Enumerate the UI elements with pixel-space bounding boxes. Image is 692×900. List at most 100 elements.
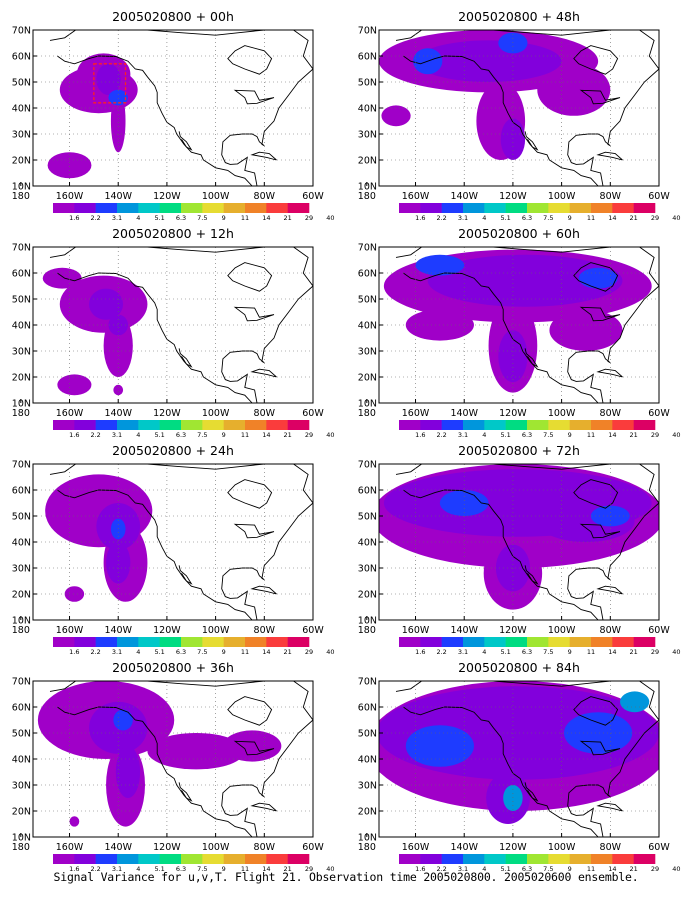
great-lakes-outline — [579, 523, 621, 539]
colorbar-swatch — [505, 854, 528, 864]
variance-blob — [110, 89, 126, 153]
colorbar-swatch — [53, 203, 75, 213]
hudson-bay-outline — [227, 262, 273, 292]
east-coastline — [395, 30, 659, 186]
y-tick-label: 20N — [358, 807, 377, 818]
x-tick-label: 120W — [153, 625, 181, 636]
colorbar-label: 14 — [262, 431, 270, 439]
colorbar-label: 9 — [222, 431, 226, 439]
east-coastline — [49, 30, 313, 186]
variance-blob — [405, 725, 474, 767]
colorbar-swatch — [95, 420, 118, 430]
variance-blob — [564, 712, 633, 754]
colorbar-swatch — [612, 637, 634, 647]
x-tick-label: 120W — [153, 842, 181, 853]
colorbar-swatch — [420, 637, 442, 647]
colorbar-label: 2.2 — [90, 865, 100, 873]
x-tick-label: 140W — [450, 842, 478, 853]
colorbar-label: 1.6 — [415, 431, 425, 439]
gulf-coastline — [178, 565, 193, 585]
colorbar-label: 40 — [672, 648, 680, 656]
y-tick-label: 50N — [12, 512, 31, 523]
colorbar-label: 7.5 — [543, 865, 553, 873]
variance-blob — [64, 586, 85, 602]
y-tick-label: 30N — [12, 564, 31, 575]
y-tick-label: 50N — [358, 78, 377, 89]
colorbar-swatch — [591, 203, 613, 213]
colorbar-swatch — [266, 420, 288, 430]
panel-title: 2005020800 + 00h — [112, 9, 234, 24]
cuba-outline — [250, 585, 277, 595]
east-coastline — [49, 247, 313, 403]
panel-content — [379, 681, 659, 837]
panel-content — [33, 681, 313, 837]
colorbar-label: 9 — [568, 865, 572, 873]
map-panel: 180 160W 140W 120W 100W 80W 60W 10N 20N 30N 40N 50N… — [12, 660, 335, 873]
y-tick-label: 70N — [358, 677, 377, 688]
y-tick-label: 10N — [12, 616, 31, 627]
panel-title: 2005020800 + 36h — [112, 660, 234, 675]
colorbar-label: 7.5 — [543, 431, 553, 439]
x-tick-label: 100W — [202, 842, 230, 853]
variance-blob — [42, 267, 82, 289]
colorbar-label: 3.1 — [458, 214, 468, 222]
x-tick-label: 180 — [12, 625, 30, 636]
colorbar-swatch — [159, 420, 182, 430]
x-tick-label: 60W — [648, 191, 670, 202]
y-tick-label: 20N — [12, 590, 31, 601]
x-tick-label: 180 — [358, 842, 376, 853]
y-tick-label: 50N — [358, 512, 377, 523]
east-coastline — [49, 464, 313, 620]
y-tick-label: 30N — [12, 781, 31, 792]
x-tick-label: 60W — [648, 842, 670, 853]
variance-blob — [498, 330, 528, 383]
colorbar-label: 9 — [568, 431, 572, 439]
colorbar-swatch — [74, 854, 96, 864]
colorbar-label: 6.3 — [176, 865, 186, 873]
colorbar-swatch — [463, 854, 485, 864]
cuba-outline — [250, 802, 277, 812]
colorbar-label: 5.1 — [154, 431, 164, 439]
colorbar-label: 9 — [568, 214, 572, 222]
x-tick-label: 180 — [358, 408, 376, 419]
cuba-outline — [596, 368, 623, 378]
colorbar-swatch — [117, 854, 139, 864]
colorbar-swatch — [181, 420, 203, 430]
x-tick-label: 180 — [12, 842, 30, 853]
east-coastline — [395, 681, 659, 837]
y-tick-label: 60N — [12, 52, 31, 63]
colorbar-swatch — [505, 637, 528, 647]
x-tick-label: 160W — [402, 625, 430, 636]
colorbar-label: 40 — [326, 865, 334, 873]
colorbar-label: 3.1 — [458, 431, 468, 439]
colorbar-label: 29 — [305, 431, 313, 439]
variance-blob — [222, 730, 282, 762]
colorbar-swatch — [74, 420, 96, 430]
colorbar-label: 3.1 — [458, 865, 468, 873]
colorbar-label: 40 — [326, 648, 334, 656]
y-tick-label: 20N — [12, 807, 31, 818]
colorbar-swatch — [441, 854, 464, 864]
colorbar-label: 5.1 — [500, 865, 510, 873]
figure-caption: Signal Variance for u,v,T. Flight 21. Ob… — [53, 870, 639, 884]
colorbar-swatch — [399, 637, 421, 647]
colorbar-label: 3.1 — [112, 865, 122, 873]
x-tick-label: 100W — [548, 408, 576, 419]
x-tick-label: 80W — [254, 408, 276, 419]
variance-blob — [415, 40, 562, 82]
colorbar-swatch — [287, 637, 310, 647]
colorbar-label: 7.5 — [543, 214, 553, 222]
y-tick-label: 70N — [12, 26, 31, 37]
hudson-bay-outline — [227, 696, 273, 726]
colorbar-label: 11 — [241, 865, 249, 873]
colorbar-swatch — [245, 637, 267, 647]
colorbar-label: 3.1 — [112, 648, 122, 656]
colorbar-label: 9 — [222, 865, 226, 873]
gulf-coastline — [524, 131, 539, 151]
x-tick-label: 120W — [499, 625, 527, 636]
variance-blob — [47, 152, 92, 179]
colorbar-swatch — [181, 637, 203, 647]
x-tick-label: 80W — [254, 842, 276, 853]
colorbar-label: 6.3 — [176, 648, 186, 656]
y-tick-label: 10N — [358, 833, 377, 844]
